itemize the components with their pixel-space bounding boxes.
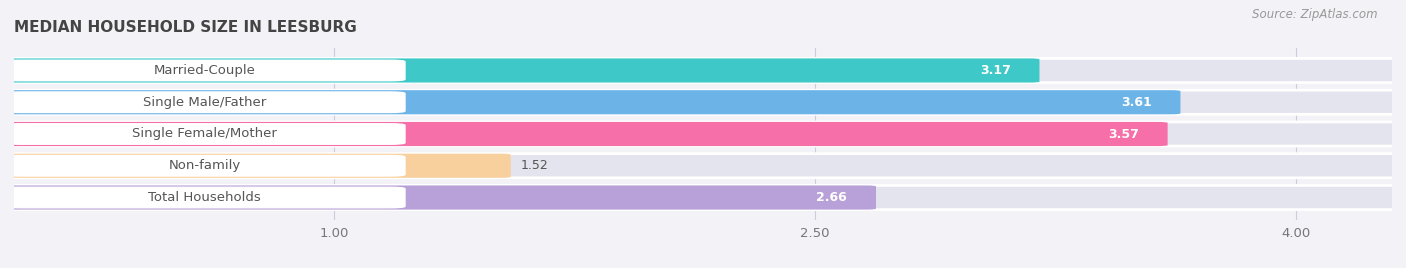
Text: Single Male/Father: Single Male/Father bbox=[143, 96, 266, 109]
FancyBboxPatch shape bbox=[4, 58, 1039, 83]
FancyBboxPatch shape bbox=[4, 124, 405, 144]
Text: Source: ZipAtlas.com: Source: ZipAtlas.com bbox=[1253, 8, 1378, 21]
FancyBboxPatch shape bbox=[4, 122, 1167, 146]
FancyBboxPatch shape bbox=[4, 92, 405, 113]
Text: 2.66: 2.66 bbox=[817, 191, 848, 204]
FancyBboxPatch shape bbox=[4, 185, 1402, 210]
FancyBboxPatch shape bbox=[4, 122, 1402, 146]
FancyBboxPatch shape bbox=[4, 155, 405, 176]
Text: MEDIAN HOUSEHOLD SIZE IN LEESBURG: MEDIAN HOUSEHOLD SIZE IN LEESBURG bbox=[14, 20, 357, 35]
FancyBboxPatch shape bbox=[4, 90, 1402, 114]
Text: 3.57: 3.57 bbox=[1108, 128, 1139, 140]
FancyBboxPatch shape bbox=[4, 58, 1402, 83]
FancyBboxPatch shape bbox=[4, 60, 405, 81]
Text: 3.17: 3.17 bbox=[980, 64, 1011, 77]
FancyBboxPatch shape bbox=[4, 90, 1181, 114]
Text: Total Households: Total Households bbox=[149, 191, 262, 204]
Text: Married-Couple: Married-Couple bbox=[153, 64, 256, 77]
FancyBboxPatch shape bbox=[4, 185, 876, 210]
Text: Non-family: Non-family bbox=[169, 159, 240, 172]
Text: 1.52: 1.52 bbox=[520, 159, 548, 172]
Text: 3.61: 3.61 bbox=[1121, 96, 1152, 109]
FancyBboxPatch shape bbox=[4, 154, 510, 178]
FancyBboxPatch shape bbox=[4, 154, 1402, 178]
Text: Single Female/Mother: Single Female/Mother bbox=[132, 128, 277, 140]
FancyBboxPatch shape bbox=[4, 187, 405, 208]
